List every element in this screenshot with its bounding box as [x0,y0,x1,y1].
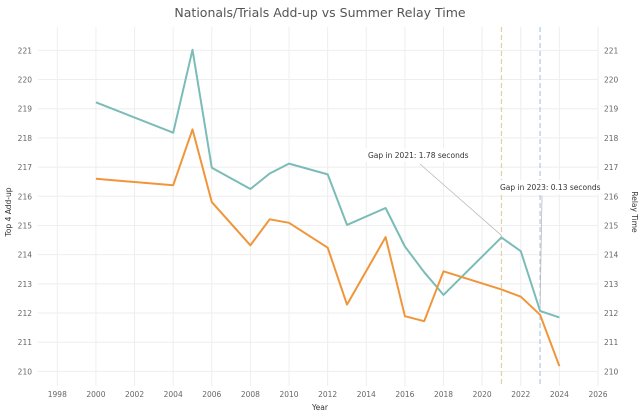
x-tick-label: 2022 [511,390,530,399]
y-tick-label-left: 211 [18,338,33,347]
annotation-leader-line [420,164,501,235]
x-tick-label: 2024 [550,390,569,399]
y-tick-label-right: 217 [604,163,619,172]
x-tick-label: 2010 [279,390,298,399]
annotation-label: Gap in 2021: 1.78 seconds [368,151,469,160]
x-tick-label: 2008 [241,390,260,399]
x-tick-label: 2018 [434,390,453,399]
y-tick-label-left: 214 [18,251,33,260]
y-tick-label-left: 212 [18,309,33,318]
x-tick-label: 2004 [164,390,183,399]
y-tick-label-right: 220 [604,76,619,85]
x-axis-label: Year [311,403,329,412]
x-tick-label: 2026 [588,390,607,399]
y-tick-label-right: 221 [604,46,619,55]
y-tick-label-left: 217 [18,163,33,172]
y-tick-label-left: 213 [18,280,33,289]
y-tick-label-right: 219 [604,105,619,114]
x-tick-label: 2014 [357,390,376,399]
y-tick-label-right: 216 [604,192,619,201]
x-tick-label: 1998 [48,390,67,399]
chart-title: Nationals/Trials Add-up vs Summer Relay … [174,5,465,20]
gridlines [38,27,598,386]
y-tick-label-left: 218 [18,134,33,143]
y-tick-label-right: 212 [604,309,619,318]
x-tick-label: 2012 [318,390,337,399]
y-tick-label-left: 215 [18,221,33,230]
x-tick-label: 2020 [473,390,492,399]
y-tick-label-right: 214 [604,251,619,260]
x-tick-label: 2000 [86,390,105,399]
x-tick-label: 2016 [395,390,414,399]
y-tick-label-right: 213 [604,280,619,289]
y-tick-label-left: 219 [18,105,33,114]
y-tick-label-left: 220 [18,76,33,85]
y-tick-label-left: 210 [18,367,33,376]
y-tick-label-right: 211 [604,338,619,347]
y-tick-label-right: 218 [604,134,619,143]
y-tick-label-left: 216 [18,192,33,201]
y-tick-label-right: 210 [604,367,619,376]
y-axis-label-left: Top 4 Add-up [4,187,13,237]
tick-labels: 210 210 211 211 212 212 213 213 214 214 215 215 216 2… [18,46,619,399]
y-tick-label-left: 221 [18,46,33,55]
x-tick-label: 2002 [125,390,144,399]
y-tick-label-right: 215 [604,221,619,230]
annotation-label: Gap in 2023: 0.13 seconds [500,183,601,192]
y-axis-label-right: Relay Time [630,191,639,233]
x-tick-label: 2006 [202,390,221,399]
